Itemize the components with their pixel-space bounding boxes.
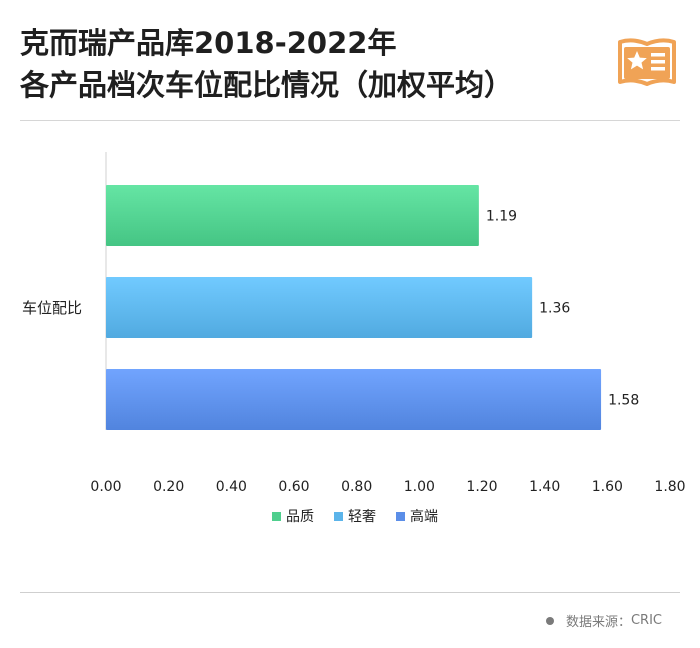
legend-label-品质: 品质 [286, 509, 314, 525]
data-label-品质: 1.19 [486, 209, 517, 225]
x-tick-label: 1.80 [654, 479, 685, 495]
data-source: 数据来源： CRIC [545, 611, 662, 630]
bar-轻奢 [106, 277, 533, 338]
legend-label-轻奢: 轻奢 [348, 509, 376, 525]
data-label-轻奢: 1.36 [539, 301, 570, 317]
title-line-2: 各产品档次车位配比情况（加权平均） [20, 68, 514, 102]
x-tick-label: 0.20 [153, 479, 184, 495]
x-tick-label: 1.20 [466, 479, 497, 495]
title-line-1: 克而瑞产品库2018-2022年 [20, 26, 397, 60]
x-tick-label: 0.00 [90, 479, 121, 495]
source-label: 数据来源： [565, 615, 631, 630]
bar-高端 [106, 369, 602, 430]
x-tick-label: 1.60 [592, 479, 623, 495]
x-tick-label: 1.00 [404, 479, 435, 495]
title-divider [20, 120, 680, 121]
category-label: 车位配比 [22, 299, 82, 317]
chart-title: 克而瑞产品库2018-2022年 各产品档次车位配比情况（加权平均） [20, 22, 580, 106]
star-document-icon [618, 38, 676, 86]
data-label-高端: 1.58 [608, 393, 639, 409]
footer-divider [20, 592, 680, 593]
bullet-icon [545, 616, 554, 625]
source-name: CRIC [630, 613, 662, 628]
bar-chart: 1.19 1.36 1.58 车位配比 0.00 0.20 0.40 0.60 0.80 1.00… [22, 152, 686, 525]
x-tick-label: 1.40 [529, 479, 560, 495]
legend-swatch-高端 [396, 512, 405, 521]
legend-swatch-品质 [272, 512, 281, 521]
x-tick-label: 0.60 [278, 479, 309, 495]
legend-swatch-轻奢 [334, 512, 343, 521]
legend-label-高端: 高端 [410, 508, 438, 525]
x-tick-label: 0.80 [341, 479, 372, 495]
x-tick-label: 0.40 [216, 479, 247, 495]
bar-品质 [106, 185, 479, 246]
